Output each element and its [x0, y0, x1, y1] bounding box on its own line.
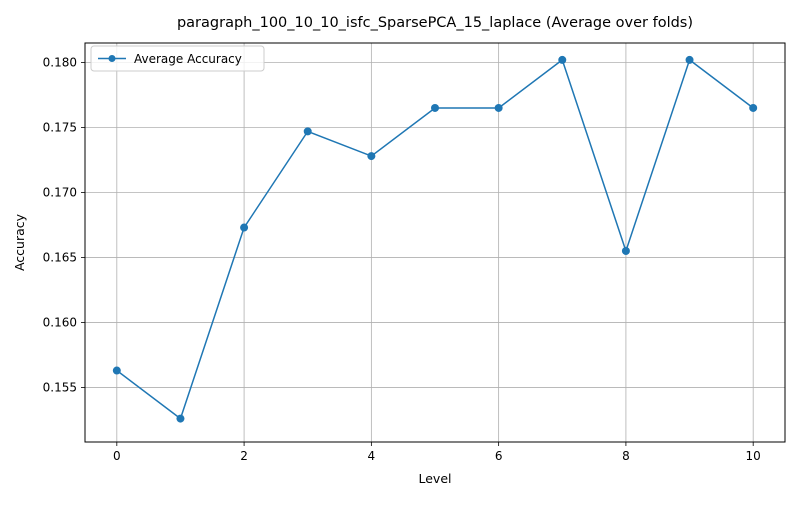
- x-tick-label: 0: [113, 449, 121, 463]
- data-point: [558, 55, 567, 64]
- data-point: [621, 246, 630, 255]
- data-point: [367, 152, 376, 161]
- data-point: [494, 103, 503, 112]
- legend-box: [90, 45, 265, 72]
- y-tick-label: 0.165: [43, 250, 77, 264]
- data-point: [431, 103, 439, 112]
- y-tick-label: 0.170: [43, 185, 77, 199]
- y-tick-label: 0.175: [43, 120, 77, 134]
- legend-label: Average Accuracy: [134, 52, 242, 66]
- x-tick-label: 6: [495, 449, 503, 463]
- ticks: 0 2 4 6 8 10 0.155 0.160 0.165 0.170 0.175 0.180: [43, 55, 761, 463]
- series-layer: [112, 55, 758, 423]
- data-point: [176, 414, 185, 423]
- data-point: [749, 103, 758, 112]
- data-point: [685, 55, 694, 64]
- data-point: [303, 127, 312, 136]
- y-tick-label: 0.160: [43, 315, 77, 329]
- x-tick-label: 2: [240, 449, 248, 463]
- plot-frame: [84, 42, 786, 443]
- y-tick-label: 0.155: [43, 380, 77, 394]
- y-tick-label: 0.180: [43, 55, 77, 69]
- x-axis-title: Level: [419, 471, 452, 486]
- data-point: [240, 223, 249, 232]
- legend: Average Accuracy: [90, 45, 265, 72]
- chart-title: paragraph_100_10_10_isfc_SparsePCA_15_la…: [177, 15, 693, 31]
- legend-marker-swatch: [108, 55, 116, 62]
- data-point: [112, 366, 121, 375]
- x-tick-label: 4: [368, 449, 376, 463]
- y-axis-title: Accuracy: [12, 213, 27, 271]
- x-tick-label: 8: [622, 449, 630, 463]
- x-tick-label: 10: [746, 449, 761, 463]
